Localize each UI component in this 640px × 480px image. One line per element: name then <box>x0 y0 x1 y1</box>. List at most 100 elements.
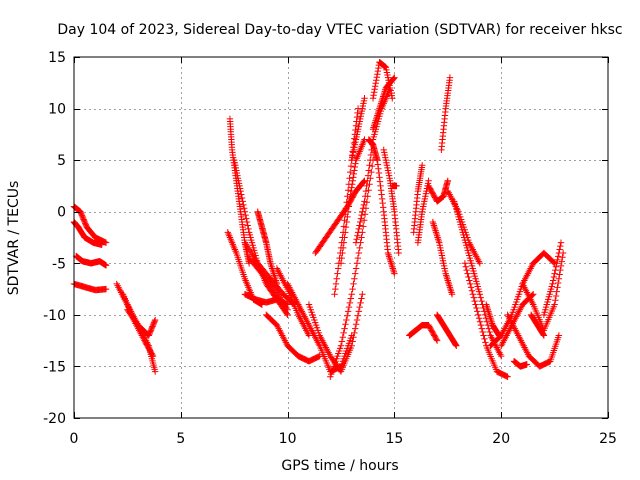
data-point <box>102 285 110 293</box>
data-point <box>244 222 251 229</box>
series-s31 <box>406 321 441 344</box>
data-point <box>351 163 359 171</box>
data-point <box>341 325 348 332</box>
data-point <box>477 321 485 329</box>
data-point <box>359 208 366 215</box>
data-point <box>349 338 356 345</box>
data-point <box>504 373 511 380</box>
data-point <box>477 294 484 301</box>
data-point <box>349 285 356 293</box>
data-point <box>360 178 367 185</box>
data-point <box>465 273 472 281</box>
series-s3 <box>72 252 110 269</box>
data-point <box>471 297 478 305</box>
data-point <box>554 256 561 264</box>
data-point <box>339 244 347 252</box>
data-point <box>376 178 384 185</box>
data-point <box>377 187 385 194</box>
data-point <box>350 280 357 288</box>
data-point <box>98 241 105 248</box>
data-point <box>445 278 452 286</box>
data-point <box>334 270 341 277</box>
data-point <box>447 285 454 293</box>
data-point <box>356 222 363 229</box>
data-point <box>487 316 495 324</box>
data-point <box>350 334 357 341</box>
data-point <box>444 177 451 184</box>
chart-title: Day 104 of 2023, Sidereal Day-to-day VTE… <box>57 22 622 38</box>
data-point <box>452 341 460 349</box>
data-point <box>351 329 358 337</box>
data-point <box>390 75 397 82</box>
series-s16 <box>273 265 313 339</box>
data-point <box>344 213 351 221</box>
data-point <box>448 291 456 298</box>
data-point <box>447 287 455 294</box>
data-point <box>355 225 362 233</box>
series-s15 <box>263 311 323 365</box>
data-point <box>366 156 374 164</box>
data-point <box>346 198 353 205</box>
data-point <box>365 167 372 174</box>
data-point <box>554 284 561 291</box>
data-point <box>375 64 382 72</box>
data-point <box>365 187 372 194</box>
y-axis-label: SDTVAR / TECUs <box>6 181 22 296</box>
x-tick-label: 5 <box>176 431 185 447</box>
data-point <box>495 331 502 338</box>
data-point <box>433 230 440 238</box>
data-point <box>238 194 246 202</box>
data-point <box>482 339 489 346</box>
data-point <box>342 223 350 231</box>
data-point <box>389 95 396 102</box>
data-point <box>337 260 345 267</box>
data-point <box>549 280 556 288</box>
data-point <box>443 273 450 281</box>
ticks-layer: 0 5 10 15 20 25 -20 -15 -10 -5 0 5 10 15 <box>43 50 617 447</box>
series-s2 <box>70 218 105 248</box>
data-point <box>349 177 356 184</box>
x-tick-label: 0 <box>70 431 79 447</box>
data-point <box>370 89 378 96</box>
data-point <box>374 161 382 168</box>
data-point <box>346 299 354 307</box>
data-point <box>239 198 246 205</box>
series-s43 <box>504 311 563 370</box>
data-point <box>418 162 426 169</box>
data-point <box>429 218 437 226</box>
data-point <box>366 162 373 169</box>
data-point <box>267 261 275 269</box>
data-point <box>360 217 368 224</box>
data-point <box>370 92 377 99</box>
plot-frame <box>73 56 609 419</box>
data-point <box>448 289 455 296</box>
series-s40 <box>461 260 511 380</box>
data-point <box>557 262 565 270</box>
data-point <box>241 208 249 215</box>
data-point <box>341 234 348 241</box>
data-point <box>472 301 479 308</box>
data-point <box>552 266 559 274</box>
data-point <box>431 223 438 231</box>
data-point <box>354 254 362 262</box>
series-s18 <box>305 291 366 375</box>
data-point <box>431 225 439 233</box>
data-point <box>475 311 482 319</box>
series-s48 <box>510 358 531 370</box>
series-s4 <box>70 280 110 294</box>
series-s13 <box>254 208 281 288</box>
data-point <box>473 304 480 312</box>
data-point <box>540 332 548 339</box>
data-point <box>343 218 350 226</box>
data-point <box>352 265 360 272</box>
data-point <box>346 194 354 202</box>
data-point <box>466 277 473 284</box>
data-point <box>358 295 365 302</box>
data-point <box>332 285 339 293</box>
data-point <box>374 156 381 164</box>
y-tick-label: -20 <box>43 411 66 427</box>
data-point <box>385 251 392 258</box>
data-point <box>353 260 361 267</box>
data-point <box>375 165 382 172</box>
x-tick-label: 15 <box>385 431 403 447</box>
